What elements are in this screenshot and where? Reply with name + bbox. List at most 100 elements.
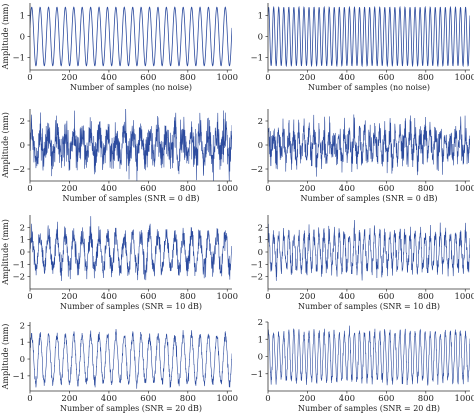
y-tick-label: 2 xyxy=(20,223,25,233)
x-axis-title: Number of samples (SNR = 0 dB) xyxy=(301,194,438,203)
x-tick-label: 800 xyxy=(418,73,434,83)
x-tick-label: 200 xyxy=(299,73,315,83)
x-tick-label: 1000 xyxy=(454,184,474,194)
x-tick-label: 0 xyxy=(265,292,270,302)
y-tick-label: 2 xyxy=(258,223,263,233)
x-tick-label: 600 xyxy=(378,73,394,83)
x-tick-label: 0 xyxy=(265,394,270,404)
y-axis-title: Amplitude (mm) xyxy=(1,324,10,391)
y-tick-label: 0 xyxy=(20,248,25,258)
y-tick-label: 0 xyxy=(258,33,263,43)
x-tick-label: 800 xyxy=(180,184,196,194)
x-tick-label: 200 xyxy=(61,73,77,83)
y-tick-label: −1 xyxy=(250,370,263,380)
y-tick-label: −1 xyxy=(12,372,25,382)
signal-line xyxy=(268,325,470,386)
y-tick-label: 0 xyxy=(20,33,25,43)
x-tick-label: 800 xyxy=(180,73,196,83)
panel-row4-left: 0 200 400 600 800 1000 2 1 0 −1 Number of samples … xyxy=(1,321,238,413)
y-tick-label: −1 xyxy=(12,260,25,270)
y-tick-label: 2 xyxy=(258,318,263,328)
x-axis-title: Number of samples (SNR = 20 dB) xyxy=(60,404,202,413)
y-tick-label: −2 xyxy=(250,165,263,175)
x-tick-label: 600 xyxy=(140,184,156,194)
x-tick-label: 1000 xyxy=(454,73,474,83)
x-tick-label: 1000 xyxy=(216,73,238,83)
y-tick-label: 0 xyxy=(258,141,263,151)
y-tick-label: 0 xyxy=(20,355,25,365)
y-tick-label: 0 xyxy=(20,141,25,151)
y-tick-label: 2 xyxy=(20,321,25,331)
y-tick-label: −1 xyxy=(250,53,263,63)
y-tick-label: −2 xyxy=(12,273,25,283)
x-axis-title: Number of samples (SNR = 0 dB) xyxy=(63,194,200,203)
x-tick-label: 600 xyxy=(378,394,394,404)
y-tick-label: 1 xyxy=(258,12,263,22)
x-tick-label: 400 xyxy=(101,184,117,194)
y-tick-label: −2 xyxy=(12,165,25,175)
y-tick-label: 1 xyxy=(258,335,263,345)
y-axis-title: Amplitude (mm) xyxy=(1,112,10,179)
y-tick-label: 2 xyxy=(258,117,263,127)
y-tick-label: 1 xyxy=(20,338,25,348)
x-tick-label: 400 xyxy=(339,184,355,194)
y-tick-label: 1 xyxy=(258,236,263,246)
x-tick-label: 400 xyxy=(339,292,355,302)
x-tick-label: 800 xyxy=(180,292,196,302)
panel-row3-right: 0 200 400 600 800 1000 2 1 0 −1 −2 Number of sample… xyxy=(250,215,474,311)
signal-line xyxy=(30,6,232,67)
y-tick-label: −1 xyxy=(250,260,263,270)
x-tick-label: 200 xyxy=(299,184,315,194)
x-tick-label: 1000 xyxy=(216,184,238,194)
x-tick-label: 200 xyxy=(61,394,77,404)
x-tick-label: 800 xyxy=(180,394,196,404)
x-tick-label: 800 xyxy=(418,292,434,302)
x-tick-label: 200 xyxy=(299,292,315,302)
x-axis-title: Number of samples (SNR = 20 dB) xyxy=(298,404,440,413)
x-axis-title: Number of samples (SNR = 10 dB) xyxy=(60,302,202,311)
y-tick-label: 0 xyxy=(258,248,263,258)
signal-line xyxy=(268,5,470,68)
panel-row4-right: 0 200 400 600 800 1000 2 1 0 −1 Number of samples … xyxy=(250,318,474,413)
x-axis-title: Number of samples (no noise) xyxy=(308,83,430,92)
x-tick-label: 600 xyxy=(378,292,394,302)
signal-line xyxy=(30,328,232,389)
x-tick-label: 0 xyxy=(27,184,32,194)
x-tick-label: 200 xyxy=(61,292,77,302)
x-axis-title: Number of samples (SNR = 10 dB) xyxy=(298,302,440,311)
x-tick-label: 1000 xyxy=(216,394,238,404)
y-tick-label: 1 xyxy=(20,12,25,22)
x-tick-label: 200 xyxy=(299,394,315,404)
signal-line xyxy=(268,114,470,177)
x-tick-label: 800 xyxy=(418,184,434,194)
x-tick-label: 400 xyxy=(101,73,117,83)
x-tick-label: 400 xyxy=(339,394,355,404)
x-tick-label: 0 xyxy=(265,73,270,83)
x-tick-label: 0 xyxy=(27,73,32,83)
x-tick-label: 600 xyxy=(378,184,394,194)
x-tick-label: 200 xyxy=(61,184,77,194)
panel-row3-left: 0 200 400 600 800 1000 2 1 0 −1 −2 Number of sample… xyxy=(1,215,238,311)
signal-line xyxy=(30,216,232,281)
x-tick-label: 400 xyxy=(339,73,355,83)
x-tick-label: 600 xyxy=(140,73,156,83)
y-tick-label: 2 xyxy=(20,117,25,127)
x-tick-label: 1000 xyxy=(454,292,474,302)
y-tick-label: −1 xyxy=(12,53,25,63)
x-tick-label: 1000 xyxy=(216,292,238,302)
x-tick-label: 0 xyxy=(27,292,32,302)
x-tick-label: 600 xyxy=(140,394,156,404)
signal-line xyxy=(30,109,232,181)
y-tick-label: 1 xyxy=(20,236,25,246)
y-tick-label: −2 xyxy=(250,273,263,283)
x-tick-label: 600 xyxy=(140,292,156,302)
y-axis-title: Amplitude (mm) xyxy=(1,219,10,286)
x-axis-title: Number of samples (no noise) xyxy=(70,83,192,92)
x-tick-label: 800 xyxy=(418,394,434,404)
